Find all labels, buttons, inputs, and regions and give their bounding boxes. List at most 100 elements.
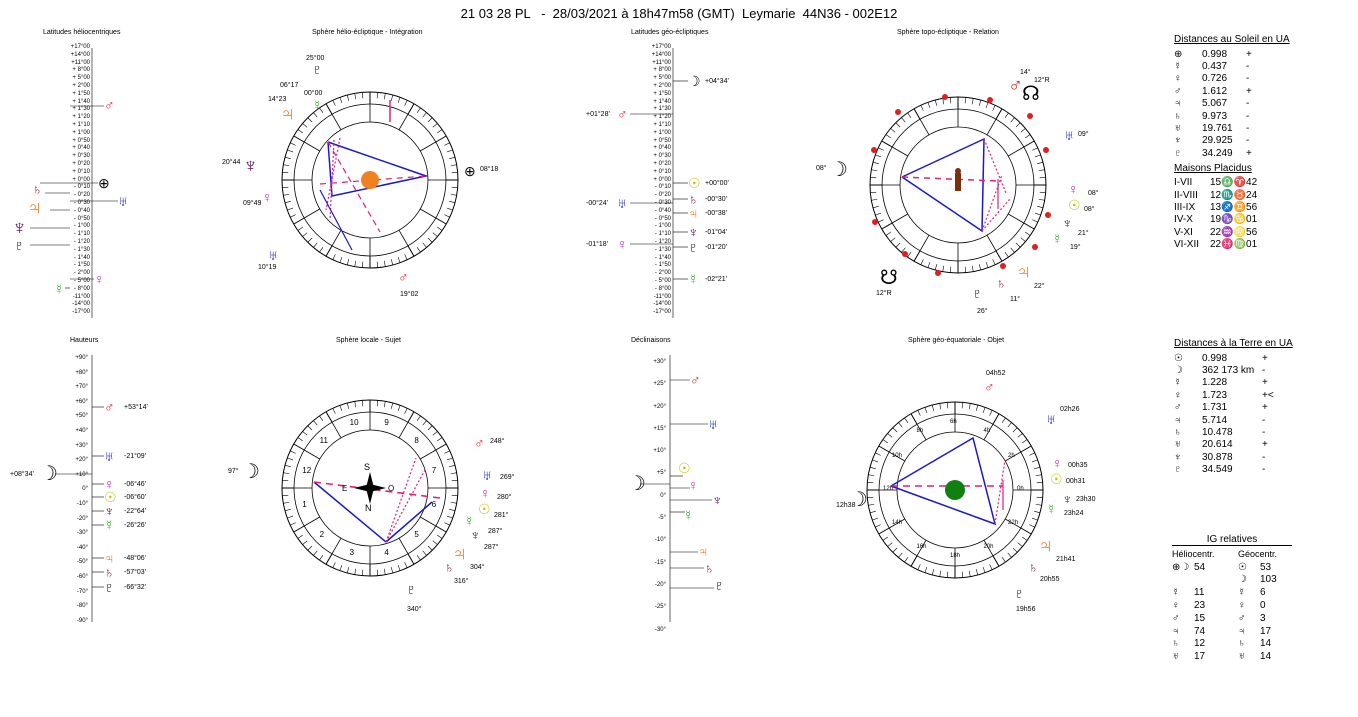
loc-jupiter-value: 304° (470, 564, 485, 571)
loc-saturn-icon: ♄ (444, 559, 455, 575)
table-cell: ♄ (1172, 638, 1180, 650)
table-cell: ☉ (1238, 561, 1247, 573)
panel-title-declinaisons: Déclinaisons (631, 337, 671, 344)
haut-moon-icon: ☽ (40, 463, 58, 485)
loc-mercury-value: 287° (484, 544, 499, 551)
haut-sun-value: -06°60' (124, 494, 147, 501)
decl-sun-icon: ☉ (678, 460, 691, 476)
haut-uranus-value: -21°09' (124, 453, 147, 460)
scale-tick-label: - 8°00 (73, 285, 90, 292)
topo-venus-value: 08° (1088, 190, 1099, 197)
scale-tick-label: +14°00 (70, 51, 90, 58)
table-cell: 19.761 (1202, 123, 1233, 135)
table-cell: - (1262, 451, 1266, 463)
table-cell: 15 (1194, 612, 1206, 624)
hour-label: 6h (950, 419, 957, 425)
table-cell: ♃ (1172, 625, 1180, 637)
table-row: ♄ 9.973 - (1174, 110, 1294, 122)
scale-tick-label: 0° (660, 492, 666, 499)
panel-title-lat-helio: Latitudes héliocentriques (43, 29, 121, 36)
table-cell: 15♎♈42 (1210, 177, 1258, 189)
wheel-equatorial (866, 401, 1044, 579)
table-cell: 5.067 (1202, 98, 1228, 110)
loc-mercury-icon: ☿ (464, 513, 475, 529)
haut-neptune-value: -22°64' (124, 508, 147, 515)
scale-tick-label: - 0°10 (73, 184, 90, 191)
table-cell: 12♏♉24 (1210, 189, 1258, 201)
topo-saturn2-value: 21° (1078, 230, 1089, 237)
table-cell: - (1262, 365, 1266, 377)
scale-tick-label: -15° (654, 559, 666, 566)
geo-lat-saturn-value: -00°30' (705, 196, 728, 203)
haut-saturn-value: -57°03' (124, 569, 147, 576)
eq-venus-value: 00h35 (1068, 462, 1088, 469)
helio-venus-icon: ♀ (262, 189, 273, 205)
helio-mercury-icon: ☿ (312, 97, 323, 113)
house-number: 1 (302, 500, 307, 510)
helio-uranus-icon: ♅ (268, 247, 279, 263)
table-cell: ♇ (1174, 464, 1182, 476)
table-cell: 103 (1260, 574, 1277, 586)
eq-mercury-icon: ☿ (1046, 501, 1057, 517)
geo-lat-uranus-icon: ♅ (617, 195, 628, 211)
table-cell: - (1262, 464, 1266, 476)
panel-title-lat-geo: Latitudes géo-écliptiques (631, 29, 709, 36)
table-cell: ♂ (1174, 85, 1182, 97)
scale-tick-label: - 5°00 (654, 277, 671, 284)
scale-tick-label: - 2°00 (654, 270, 671, 277)
table-cell: 0.998 (1202, 352, 1228, 364)
scale-tick-label: -17°00 (653, 309, 671, 316)
scale-tick-label: -14°00 (72, 301, 90, 308)
scale-tick-label: + 1°30 (72, 106, 90, 113)
scale-tick-label: + 1°10 (653, 121, 671, 128)
scale-tick-label: + 1°20 (72, 114, 90, 121)
table-cell: - (1262, 414, 1266, 426)
scale-tick-label: +30° (75, 442, 88, 449)
table-cell: ♀ (1174, 389, 1182, 401)
scale-tick-label: + 1°50 (653, 90, 671, 97)
hour-label: 10h (891, 452, 902, 459)
helio-neptune-value: 20°44 (222, 159, 241, 166)
helio-jupiter-icon: ♃ (280, 103, 295, 125)
table-cell: 19♑♋01 (1210, 214, 1258, 226)
table-row: I-VII 15♎♈42 (1174, 177, 1294, 189)
scale-tick-label: -80° (76, 603, 88, 610)
loc-neptune-icon: ♆ (470, 527, 481, 543)
table-cell: 0 (1260, 600, 1266, 612)
decl-neptune-icon: ♆ (712, 492, 723, 508)
table-cell: - (1246, 98, 1250, 110)
scale-tick-label: - 0°20 (73, 192, 90, 199)
house-number: 6 (431, 500, 437, 510)
table-cell: 10.478 (1202, 427, 1233, 439)
helio-mars-value: 19°02 (400, 291, 419, 298)
decl-uranus-icon: ♅ (708, 416, 719, 432)
scale-tick-label: - 1°40 (654, 254, 671, 261)
wheel-topo (869, 96, 1047, 274)
table-cell: + (1246, 48, 1252, 60)
topo-uranus-icon: ♅ (1064, 127, 1075, 143)
table-cell: ♂ (1172, 612, 1180, 624)
geo-lat-uranus-value: -00°24' (586, 200, 609, 207)
hour-label: 20h (983, 544, 994, 551)
topo-snode-value: 12°R (876, 290, 892, 297)
scale-tick-label: +50° (75, 413, 88, 420)
scale-tick-label: +20° (653, 403, 666, 410)
geo-lat-moon-icon: ☽ (688, 73, 701, 89)
scale-tick-label: -14°00 (653, 301, 671, 308)
table-cell: + (1246, 85, 1252, 97)
scale-tick-label: +60° (75, 398, 88, 405)
topo-node-icon: ☊ (1022, 83, 1040, 105)
table-cell: ♆ (1174, 451, 1182, 463)
haut-neptune-icon: ♆ (104, 503, 115, 519)
eq-mars-icon: ♂ (984, 379, 995, 395)
topo-node-value: 12°R (1034, 77, 1050, 84)
table-cell: ♅ (1174, 123, 1182, 135)
hour-label: 0h (1017, 486, 1024, 492)
table-cell: ♂ (1174, 402, 1182, 414)
eq-jupiter-value: 21h41 (1056, 556, 1076, 563)
house-number: 8 (414, 435, 419, 445)
scale-tick-label: +20° (75, 457, 88, 464)
scale-tick-label: + 1°40 (72, 98, 90, 105)
topo-saturn-value: 11° (1010, 296, 1021, 303)
scale-tick-label: + 1°00 (72, 129, 90, 136)
